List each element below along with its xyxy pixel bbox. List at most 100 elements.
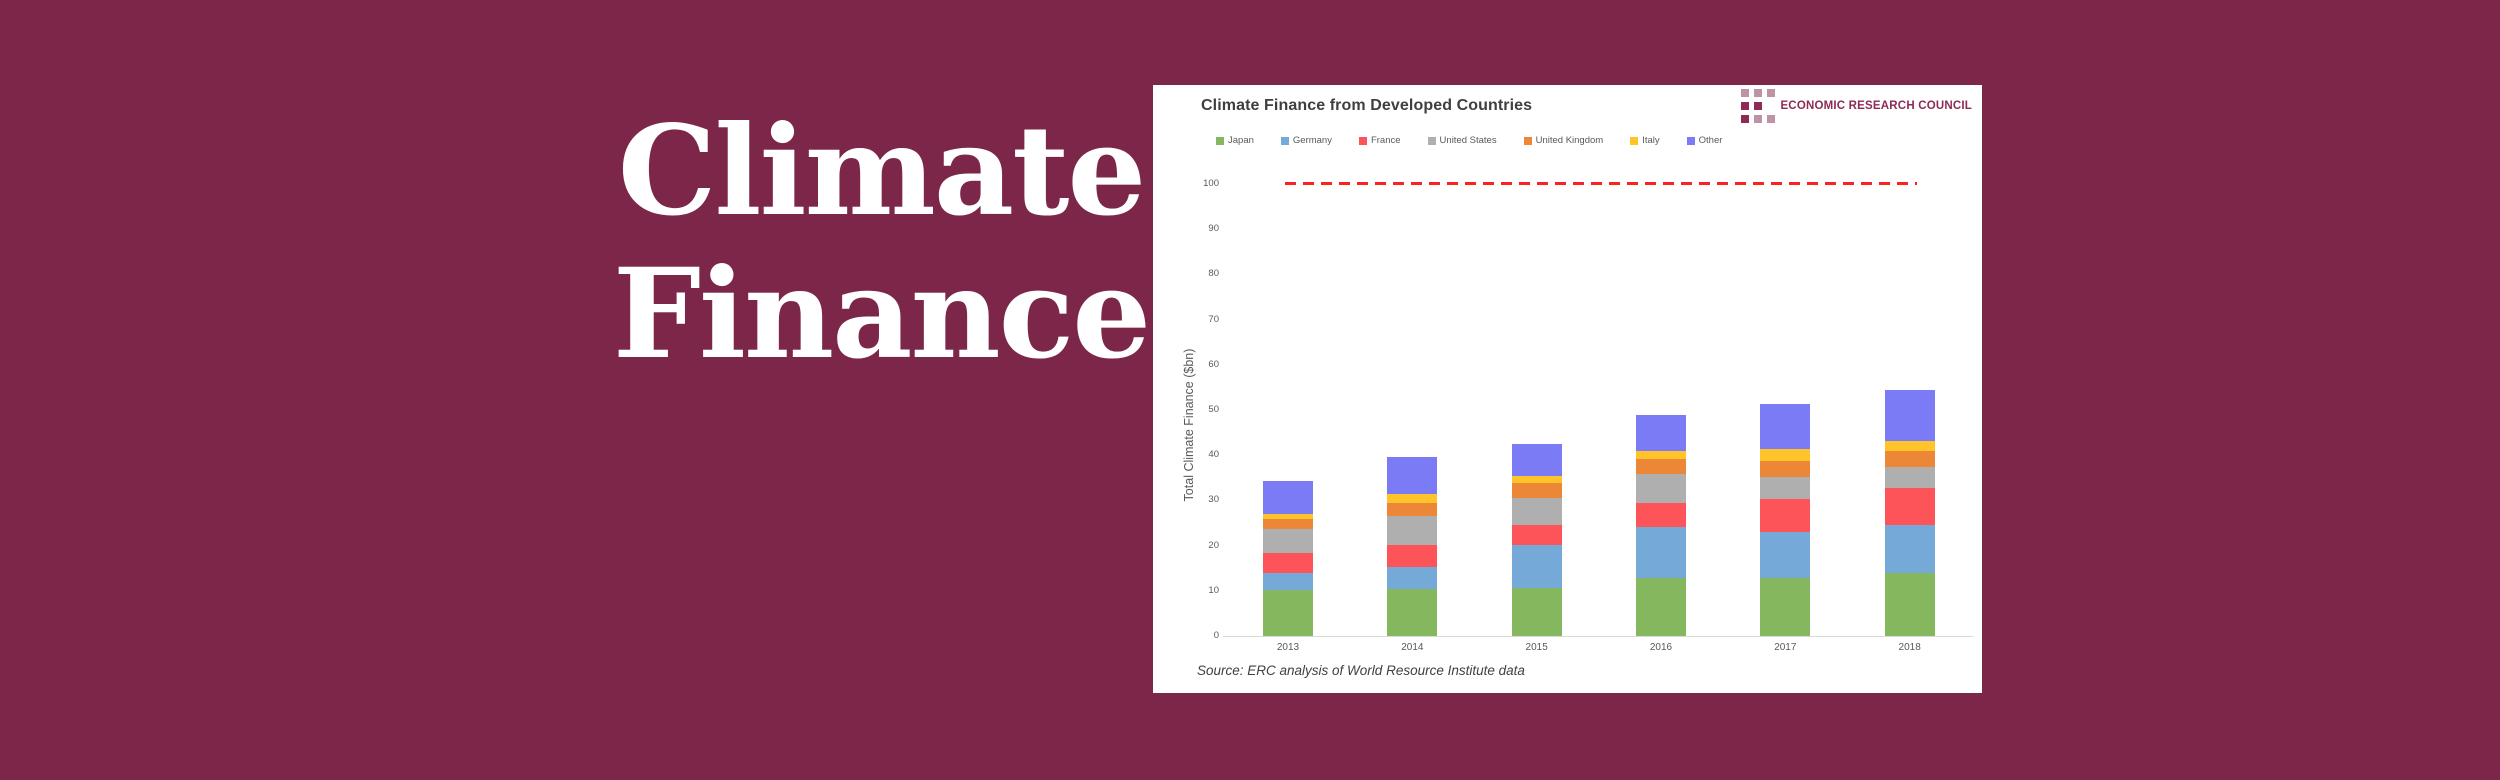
x-axis-tick: 2017 [1774, 642, 1797, 653]
y-axis-tick: 20 [1208, 539, 1219, 551]
legend-label: United Kingdom [1535, 135, 1604, 146]
y-axis-tick: 0 [1213, 630, 1219, 641]
x-axis-tick: 2013 [1276, 642, 1300, 653]
x-axis-tick: 2014 [1401, 642, 1424, 653]
bar-segment-united-states [1760, 477, 1811, 500]
bar-segment-germany [1387, 567, 1438, 589]
chart-card: Climate Finance from Developed Countries… [1153, 85, 1982, 693]
legend-item: Japan [1216, 135, 1254, 146]
bar-segment-united-kingdom [1511, 482, 1562, 499]
bar-segment-united-kingdom [1263, 518, 1313, 529]
bar-segment-germany [1263, 572, 1313, 590]
bar-segment-other [1760, 403, 1811, 449]
legend-item: United States [1427, 135, 1497, 146]
bar-segment-japan [1760, 577, 1811, 636]
legend-swatch-icon [1686, 136, 1695, 145]
logo-square [1754, 89, 1763, 97]
legend-label: United States [1439, 135, 1497, 146]
bar-segment-other [1387, 457, 1438, 495]
bar-segment-italy [1387, 494, 1438, 504]
legend-label: Japan [1228, 135, 1254, 146]
bar-2017 [1760, 403, 1811, 636]
erc-logo-text: ECONOMIC RESEARCH COUNCIL [1780, 100, 1972, 112]
bar-segment-japan [1635, 577, 1686, 636]
bar-segment-other [1884, 389, 1935, 441]
bar-segment-germany [1511, 544, 1562, 588]
target-reference-line [1285, 182, 1917, 185]
erc-logo: ECONOMIC RESEARCH COUNCIL [1741, 89, 1972, 123]
bar-segment-united-states [1884, 467, 1935, 488]
bar-segment-united-states [1387, 515, 1438, 545]
hero-title-line1: Climate [617, 99, 1147, 244]
logo-square [1754, 115, 1763, 123]
bar-segment-germany [1635, 527, 1686, 578]
bar-2018 [1884, 389, 1935, 636]
x-axis-tick: 2015 [1525, 642, 1548, 653]
bar-segment-italy [1511, 476, 1562, 483]
y-axis-tick: 80 [1208, 268, 1219, 280]
legend-item: Other [1686, 135, 1723, 146]
bar-segment-italy [1263, 513, 1313, 519]
legend-item: Italy [1630, 135, 1660, 146]
bar-segment-united-kingdom [1760, 460, 1811, 478]
y-axis-tick: 60 [1208, 358, 1219, 370]
bar-segment-japan [1884, 572, 1935, 636]
y-axis-tick: 10 [1208, 584, 1219, 596]
bar-segment-other [1263, 480, 1313, 514]
bar-segment-other [1511, 443, 1562, 477]
hero-title: Climate Finance [521, 99, 1241, 387]
bar-segment-japan [1263, 589, 1313, 636]
bar-2016 [1635, 415, 1686, 636]
bar-segment-united-kingdom [1884, 450, 1935, 468]
y-axis-tick: 30 [1208, 494, 1219, 506]
bar-segment-france [1635, 502, 1686, 528]
logo-square [1741, 115, 1750, 123]
legend-label: Italy [1642, 135, 1660, 146]
logo-square [1767, 89, 1776, 97]
plot-area: Total Climate Finance ($bn) 0 10 20 30 40 50 6… [1153, 85, 1982, 693]
bar-segment-france [1511, 525, 1562, 545]
legend-swatch-icon [1523, 136, 1532, 145]
legend-swatch-icon [1630, 136, 1639, 145]
y-axis-tick: 40 [1208, 449, 1219, 461]
y-axis-tick: 50 [1208, 404, 1219, 415]
x-axis-line [1223, 636, 1973, 637]
legend-swatch-icon [1358, 136, 1367, 145]
bar-segment-united-states [1511, 498, 1562, 526]
bar-segment-italy [1635, 451, 1686, 459]
erc-logo-squares-icon [1741, 89, 1776, 123]
legend-item: France [1358, 135, 1401, 146]
bar-2015 [1511, 443, 1562, 636]
bar-segment-japan [1511, 587, 1562, 636]
chart-legend: Japan Germany France United States United Ki… [1216, 135, 1722, 146]
legend-label: Germany [1292, 135, 1332, 146]
x-axis-tick: 2016 [1649, 642, 1673, 653]
source-note: Source: ERC analysis of World Resource I… [1197, 663, 1525, 678]
bar-segment-other [1635, 415, 1686, 452]
legend-swatch-icon [1280, 136, 1289, 145]
y-axis-tick: 70 [1208, 313, 1219, 325]
legend-item: Germany [1280, 135, 1332, 146]
legend-item: United Kingdom [1523, 135, 1604, 146]
bar-2013 [1263, 480, 1313, 636]
y-axis-tick: 100 [1203, 178, 1219, 189]
logo-square [1754, 102, 1763, 110]
logo-square [1741, 102, 1750, 110]
bar-segment-france [1884, 487, 1935, 525]
x-axis-tick: 2018 [1898, 642, 1921, 653]
bar-segment-france [1760, 499, 1811, 533]
bar-segment-united-kingdom [1387, 503, 1438, 516]
bar-segment-france [1263, 553, 1313, 573]
logo-square [1767, 115, 1776, 123]
y-axis-tick: 90 [1208, 223, 1219, 235]
legend-label: France [1370, 135, 1401, 146]
bar-segment-italy [1884, 440, 1935, 451]
legend-label: Other [1698, 135, 1723, 146]
bar-segment-italy [1760, 448, 1811, 461]
bar-segment-united-states [1635, 473, 1686, 503]
chart-title: Climate Finance from Developed Countries [1201, 97, 1533, 114]
bar-segment-japan [1387, 588, 1438, 636]
bar-segment-united-states [1263, 528, 1313, 554]
bar-segment-germany [1760, 532, 1811, 578]
